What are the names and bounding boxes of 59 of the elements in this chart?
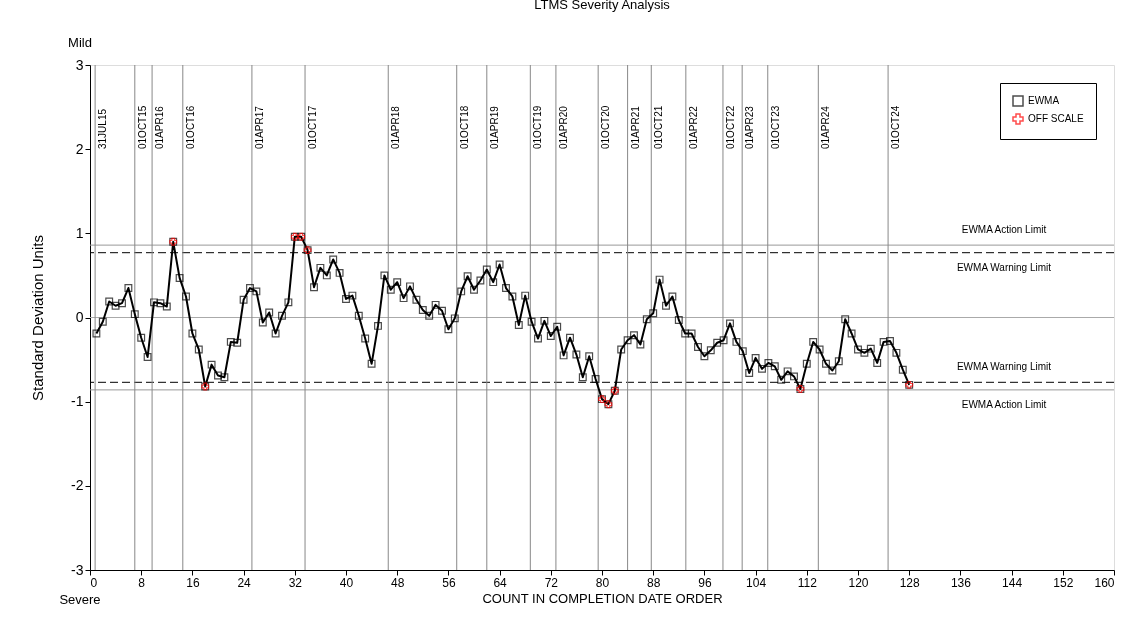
y-axis-title: Standard Deviation Units [29, 235, 47, 401]
ref-line-label: 01OCT20 [600, 105, 612, 149]
ref-line-label: 01APR22 [687, 105, 699, 149]
x-tick-label: 88 [647, 575, 661, 590]
x-tick-label: 48 [391, 575, 405, 590]
x-tick-label: 8 [138, 575, 146, 590]
ref-line-label: 01OCT23 [769, 105, 781, 149]
ref-line-label: 31JUL15 [97, 108, 109, 149]
y-tick-label: -2 [71, 477, 84, 494]
ref-line-label: EWMA Action Limit [961, 224, 1047, 236]
y-tick-label: 0 [75, 309, 84, 325]
x-tick-label: 72 [544, 575, 559, 590]
x-tick-label: 128 [899, 575, 921, 590]
x-tick-label: 136 [950, 575, 972, 590]
ref-line-label: 01APR18 [390, 105, 402, 149]
x-tick-label: 0 [90, 575, 98, 590]
legend-label: EWMA [1028, 95, 1060, 106]
ref-line-label: 01OCT21 [653, 105, 665, 149]
ref-line-label: 01APR16 [154, 105, 166, 149]
ref-line-label: 01APR19 [488, 105, 500, 149]
y-tick-label: -3 [71, 561, 84, 578]
y-tick-label: 3 [75, 56, 84, 73]
ref-line-label: 01OCT17 [307, 105, 319, 149]
y-tick-label: -1 [71, 393, 84, 410]
ref-line-label: 01OCT24 [890, 105, 902, 149]
x-tick-label: 144 [1002, 575, 1023, 590]
ref-line-label: 01APR17 [253, 105, 265, 149]
ref-line-label: EWMA Warning Limit [956, 361, 1052, 373]
ref-line-label: EWMA Warning Limit [956, 261, 1052, 273]
ref-line-label: 01OCT18 [458, 105, 470, 149]
x-tick-label: 104 [746, 575, 767, 590]
x-tick-label: 32 [288, 575, 303, 590]
ref-line-label: 01OCT16 [184, 105, 196, 149]
ref-line-label: 01APR24 [820, 105, 832, 149]
ref-line-label: 01APR21 [629, 105, 641, 149]
text: Mild [68, 35, 92, 50]
ref-line-label: EWMA Action Limit [961, 398, 1047, 410]
ref-line-label: 01OCT15 [136, 105, 148, 149]
x-axis-title: COUNT IN COMPLETION DATE ORDER [482, 590, 723, 606]
ref-line-label: 01OCT19 [532, 105, 544, 149]
chart-title: LTMS Severity Analysis [534, 0, 671, 12]
x-tick-label: 80 [595, 575, 610, 590]
x-tick-label: 40 [339, 575, 354, 590]
y-tick-label: 2 [75, 140, 84, 157]
x-tick-label: 112 [797, 575, 818, 590]
legend-label: OFF SCALE [1028, 113, 1084, 124]
x-tick-label: 120 [848, 575, 869, 590]
x-tick-label: 160 [1094, 575, 1115, 590]
x-tick-label: 16 [186, 575, 200, 590]
x-tick-label: 24 [237, 575, 252, 590]
x-tick-label: 64 [493, 575, 508, 590]
x-tick-label: 96 [698, 575, 712, 590]
ref-line-label: 01OCT22 [724, 105, 736, 149]
ref-line-label: 01APR23 [744, 105, 756, 149]
x-tick-label: 152 [1053, 575, 1074, 590]
x-tick-label: 56 [442, 575, 456, 590]
text: Severe [59, 592, 101, 607]
y-tick-label: 1 [75, 224, 84, 241]
ref-line-label: 01APR20 [557, 105, 569, 149]
